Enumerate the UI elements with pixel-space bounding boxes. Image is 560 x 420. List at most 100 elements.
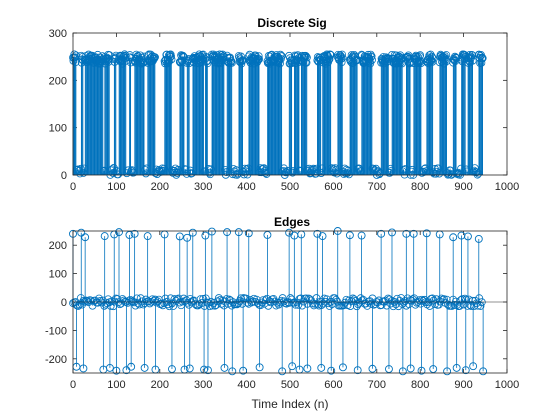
edge-stem-marker: [112, 366, 121, 375]
stem-marker: [397, 294, 406, 302]
edge-stem-marker: [313, 229, 322, 238]
stem-marker: [254, 52, 263, 61]
x-tick-label: 1000: [495, 181, 519, 193]
stem-marker: [333, 297, 342, 306]
edge-stem-marker: [318, 232, 327, 241]
edge-stem-marker: [469, 362, 478, 371]
stem-marker: [101, 300, 110, 309]
stem-marker: [294, 56, 303, 65]
stem-marker: [234, 299, 243, 308]
stem-marker: [459, 300, 468, 309]
stem-marker: [375, 296, 383, 305]
stem-marker: [130, 298, 139, 307]
x-tick-label: 1000: [495, 379, 519, 391]
subplot-title: Discrete Sig: [257, 16, 326, 30]
x-tick-label: 300: [194, 379, 212, 391]
stem-marker: [276, 59, 284, 68]
stem-marker: [411, 300, 420, 309]
edge-stem-marker: [81, 233, 90, 242]
stem-marker: [117, 299, 126, 308]
subplot-discrete-sig: Discrete Sig 0 100 200 300 400 500 600 700 800 90…: [49, 16, 520, 193]
stem-marker: [346, 302, 355, 310]
stem-marker: [276, 50, 285, 59]
stem-marker: [420, 295, 429, 304]
stem-marker: [255, 55, 264, 64]
edge-stem-marker: [479, 367, 488, 376]
stem-marker: [186, 295, 195, 303]
stem-marker: [314, 57, 323, 66]
x-tick-label: 500: [281, 181, 299, 193]
edge-stem-marker: [255, 363, 264, 372]
stem-marker: [227, 58, 236, 67]
edge-stem-marker: [228, 367, 237, 376]
edge-stem-marker: [185, 364, 194, 373]
edge-stem-marker: [385, 365, 393, 373]
tick-labels: 0 100 200 300 400 500 600 700 800 900 1000-200-100…: [45, 231, 519, 391]
stem-marker: [151, 53, 159, 62]
x-tick-label: 0: [70, 181, 76, 193]
stem-marker: [217, 59, 225, 68]
stem-marker: [353, 55, 362, 64]
y-tick-label: -100: [45, 325, 67, 337]
stem-marker: [325, 302, 334, 310]
y-tick-label: 200: [49, 240, 67, 252]
edge-stem-marker: [204, 366, 212, 375]
stem-marker: [468, 296, 477, 305]
x-tick-label: 700: [368, 379, 386, 391]
edge-stem-marker: [130, 229, 139, 238]
x-tick-label: 700: [368, 181, 386, 193]
edge-stem-marker: [327, 366, 336, 375]
stem-marker: [167, 55, 176, 64]
stem-marker: [442, 51, 451, 59]
stem-marker: [74, 302, 83, 310]
stem-marker: [125, 296, 133, 305]
stem-marker: [139, 58, 148, 67]
stem-marker: [226, 53, 235, 62]
stem-marker: [166, 53, 175, 61]
edge-stem-marker: [105, 363, 114, 372]
stem-marker: [325, 55, 334, 64]
stem-marker: [362, 299, 370, 308]
stem-marker: [440, 295, 448, 304]
stem-marker: [338, 50, 346, 59]
edge-stem-marker: [406, 364, 415, 373]
edge-stem-marker: [353, 366, 362, 375]
stem-marker: [121, 51, 130, 60]
stem-marker: [478, 53, 487, 62]
edge-stem-marker: [220, 363, 229, 372]
x-tick-label: 800: [411, 181, 429, 193]
y-tick-label: 300: [49, 28, 67, 40]
stem-marker: [106, 302, 115, 310]
stem-marker: [222, 295, 231, 303]
x-tick-label: 500: [281, 379, 299, 391]
edge-stem-marker: [263, 231, 272, 239]
stem-marker: [416, 51, 425, 60]
x-tick-label: 600: [324, 379, 342, 391]
stem-marker: [368, 55, 376, 64]
stem-marker: [93, 298, 102, 307]
stem-marker: [109, 164, 118, 172]
stem-marker: [455, 302, 464, 310]
stem-series: [69, 50, 487, 179]
edge-stem-marker: [168, 365, 176, 373]
subplot-edges: Edges 0 100 200 300 400 500 600 700 800 900 1000-2…: [45, 215, 519, 411]
stem-marker: [468, 56, 477, 65]
x-tick-label: 900: [454, 181, 472, 193]
stem-marker: [217, 299, 226, 308]
edge-stem-marker: [449, 233, 458, 242]
stem-marker: [152, 298, 161, 307]
edge-stem-marker: [140, 363, 149, 372]
stem-marker: [389, 302, 398, 311]
edge-stem-marker: [239, 366, 248, 375]
stem-marker: [112, 51, 120, 60]
stem-marker: [426, 50, 435, 59]
stem-marker: [401, 297, 409, 305]
stem-marker: [100, 301, 109, 310]
edge-stem-marker: [188, 228, 197, 237]
x-tick-label: 800: [411, 379, 429, 391]
stem-marker: [355, 298, 364, 307]
stem-marker: [302, 58, 311, 67]
stem-marker: [398, 300, 407, 308]
stem-marker: [478, 54, 487, 63]
